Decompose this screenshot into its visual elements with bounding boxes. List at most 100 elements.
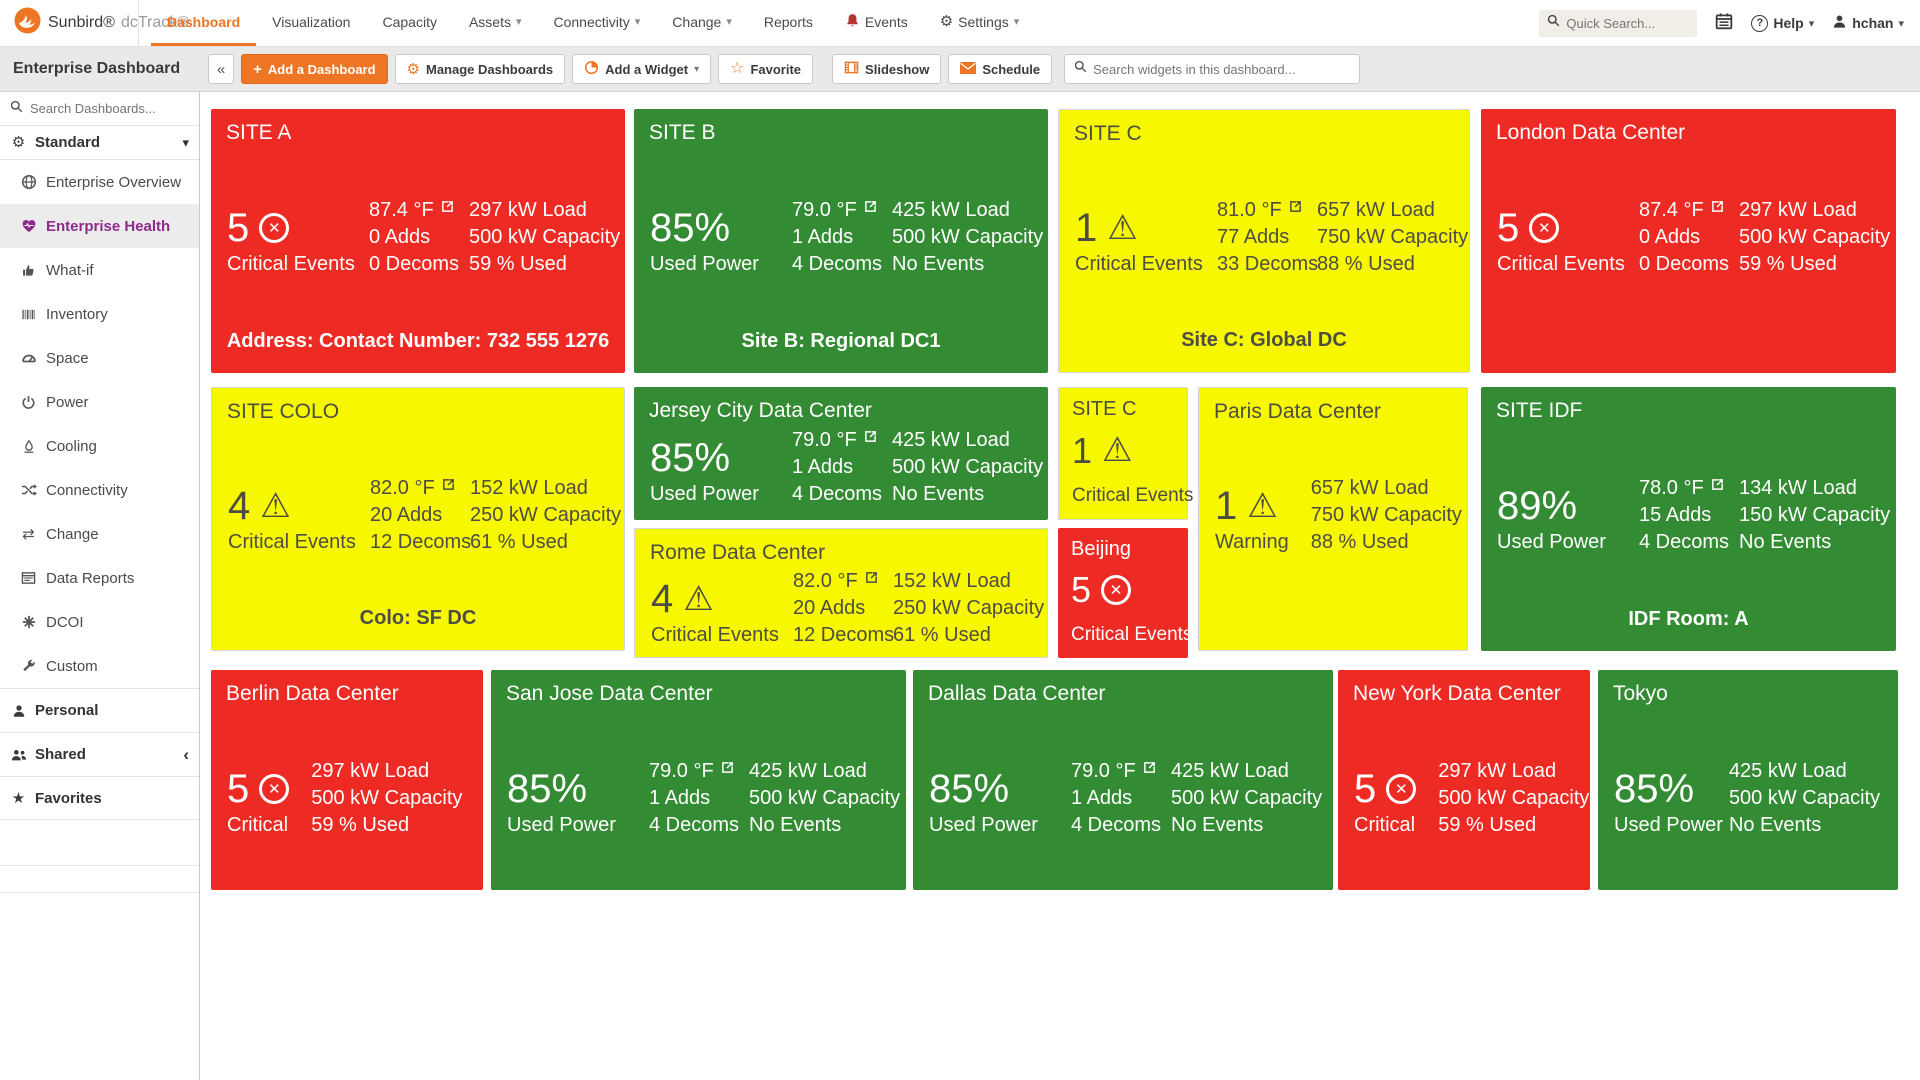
capacity: 500 kW Capacity <box>749 785 890 812</box>
metric-value: 85% <box>507 768 587 810</box>
nav-events[interactable]: Events <box>829 0 924 46</box>
tile-footer: Site B: Regional DC1 <box>644 330 1038 357</box>
sidebar-item-inventory[interactable]: Inventory <box>0 292 199 336</box>
tile-title: London Data Center <box>1496 121 1881 145</box>
decoms: 4 Decoms <box>792 481 892 508</box>
used-percent: 61 % Used <box>893 622 1031 649</box>
tile-beijing[interactable]: Beijing 5✕ Critical Events <box>1058 528 1188 658</box>
tile-jersey-city[interactable]: Jersey City Data Center 85% Used Power 7… <box>634 387 1048 520</box>
capacity: 250 kW Capacity <box>893 595 1031 622</box>
quick-search[interactable] <box>1539 10 1697 37</box>
metric-label: Critical Events <box>1071 621 1175 648</box>
section-standard[interactable]: ⚙ Standard ▾ <box>0 126 199 160</box>
tile-rome[interactable]: Rome Data Center 4⚠ Critical Events 82.0… <box>634 528 1048 658</box>
metric-value: 5 <box>1497 207 1519 249</box>
header-right: ? Help▾ hchan▾ <box>1539 0 1920 46</box>
sidebar-item-cooling[interactable]: Cooling <box>0 424 199 468</box>
quick-search-input[interactable] <box>1566 16 1676 31</box>
capacity: 500 kW Capacity <box>892 454 1032 481</box>
help-menu[interactable]: ? Help▾ <box>1751 15 1814 32</box>
sidebar-item-connectivity[interactable]: Connectivity <box>0 468 199 512</box>
metric-value: 1 <box>1215 485 1237 527</box>
temperature: 81.0 °F <box>1217 197 1317 224</box>
load: 425 kW Load <box>892 197 1032 224</box>
tile-site-c-small[interactable]: SITE C 1⚠ Critical Events <box>1058 387 1188 520</box>
events: No Events <box>1739 529 1880 556</box>
slideshow-button[interactable]: Slideshow <box>832 54 941 84</box>
sidebar-item-change[interactable]: ⇄ Change <box>0 512 199 556</box>
nav-visualization[interactable]: Visualization <box>256 0 366 46</box>
sidebar-item-enterprise-health[interactable]: Enterprise Health <box>0 204 199 248</box>
decoms: 0 Decoms <box>1639 251 1739 278</box>
tile-site-b[interactable]: SITE B 85% Used Power 79.0 °F 1 Adds 4 D… <box>634 109 1048 373</box>
main-nav: Dashboard Visualization Capacity Assets▾… <box>151 0 1035 46</box>
section-shared[interactable]: Shared ‹ <box>0 732 199 776</box>
warning-icon: ⚠ <box>260 489 290 523</box>
adds: 0 Adds <box>369 224 469 251</box>
tile-footer <box>1491 330 1886 357</box>
sidebar-search-input[interactable] <box>30 101 180 116</box>
nav-settings[interactable]: ⚙ Settings▾ <box>924 0 1036 46</box>
tile-site-a[interactable]: SITE A 5✕ Critical Events 87.4 °F 0 Adds… <box>211 109 625 373</box>
tile-site-c[interactable]: SITE C 1⚠ Critical Events 81.0 °F 77 Add… <box>1058 109 1470 373</box>
metric-label: Critical Events <box>228 529 370 556</box>
manage-dashboards-button[interactable]: ⚙ Manage Dashboards <box>395 54 566 84</box>
load: 297 kW Load <box>469 197 609 224</box>
sidebar-collapse-button[interactable]: « <box>208 54 234 84</box>
warning-icon: ⚠ <box>1247 489 1277 523</box>
widget-search-input[interactable] <box>1093 62 1343 77</box>
nav-assets[interactable]: Assets▾ <box>453 0 538 46</box>
tile-london[interactable]: London Data Center 5✕ Critical Events 87… <box>1481 109 1896 373</box>
tile-dallas[interactable]: Dallas Data Center 85% Used Power 79.0 °… <box>913 670 1333 890</box>
used-percent: 88 % Used <box>1317 251 1453 278</box>
decoms: 4 Decoms <box>649 812 749 839</box>
sidebar-search[interactable] <box>0 92 199 126</box>
metric-label: Critical Events <box>1075 251 1217 278</box>
sidebar-item-enterprise-overview[interactable]: Enterprise Overview <box>0 160 199 204</box>
sidebar-item-custom[interactable]: Custom <box>0 644 199 688</box>
add-widget-button[interactable]: Add a Widget▾ <box>572 54 711 84</box>
header-divider <box>138 0 139 46</box>
nav-connectivity[interactable]: Connectivity▾ <box>538 0 657 46</box>
dashboard-toolbar: Enterprise Dashboard « + Add a Dashboard… <box>0 47 1920 92</box>
tile-site-colo[interactable]: SITE COLO 4⚠ Critical Events 82.0 °F 20 … <box>211 387 625 651</box>
nav-dashboard[interactable]: Dashboard <box>151 0 256 46</box>
used-percent: 88 % Used <box>1311 529 1451 556</box>
capacity: 500 kW Capacity <box>1438 785 1574 812</box>
warning-icon: ⚠ <box>683 582 713 616</box>
calendar-icon[interactable] <box>1715 12 1733 35</box>
adds: 0 Adds <box>1639 224 1739 251</box>
section-personal[interactable]: Personal <box>0 688 199 732</box>
load: 297 kW Load <box>311 758 467 785</box>
envelope-icon <box>960 62 976 77</box>
sidebar-item-what-if[interactable]: What-if <box>0 248 199 292</box>
sidebar-item-space[interactable]: Space <box>0 336 199 380</box>
tile-title: Beijing <box>1071 538 1175 561</box>
tile-new-york[interactable]: New York Data Center 5✕ Critical 297 kW … <box>1338 670 1590 890</box>
tile-san-jose[interactable]: San Jose Data Center 85% Used Power 79.0… <box>491 670 906 890</box>
widget-search[interactable] <box>1064 54 1360 84</box>
nav-reports[interactable]: Reports <box>748 0 829 46</box>
tile-berlin[interactable]: Berlin Data Center 5✕ Critical 297 kW Lo… <box>211 670 483 890</box>
user-menu[interactable]: hchan▾ <box>1832 14 1904 32</box>
tile-site-idf[interactable]: SITE IDF 89% Used Power 78.0 °F 15 Adds … <box>1481 387 1896 651</box>
sidebar-item-dcoi[interactable]: DCOI <box>0 600 199 644</box>
tile-paris[interactable]: Paris Data Center 1⚠ Warning 657 kW Load… <box>1198 387 1468 651</box>
schedule-button[interactable]: Schedule <box>948 54 1052 84</box>
load: 657 kW Load <box>1311 475 1451 502</box>
nav-capacity[interactable]: Capacity <box>366 0 452 46</box>
section-favorites[interactable]: ★ Favorites <box>0 776 199 820</box>
gauge-icon <box>20 350 37 366</box>
nav-change[interactable]: Change▾ <box>656 0 748 46</box>
sidebar-item-power[interactable]: Power <box>0 380 199 424</box>
gear-icon: ⚙ <box>940 14 953 29</box>
add-dashboard-button[interactable]: + Add a Dashboard <box>241 54 387 84</box>
sidebar-item-data-reports[interactable]: Data Reports <box>0 556 199 600</box>
gear-icon: ⚙ <box>407 62 420 77</box>
tile-tokyo[interactable]: Tokyo 85% Used Power 425 kW Load 500 kW … <box>1598 670 1898 890</box>
heart-pulse-icon <box>20 218 37 234</box>
favorite-button[interactable]: ☆ Favorite <box>718 54 813 84</box>
temperature: 79.0 °F <box>649 758 749 785</box>
capacity: 250 kW Capacity <box>470 502 608 529</box>
events: No Events <box>749 812 890 839</box>
